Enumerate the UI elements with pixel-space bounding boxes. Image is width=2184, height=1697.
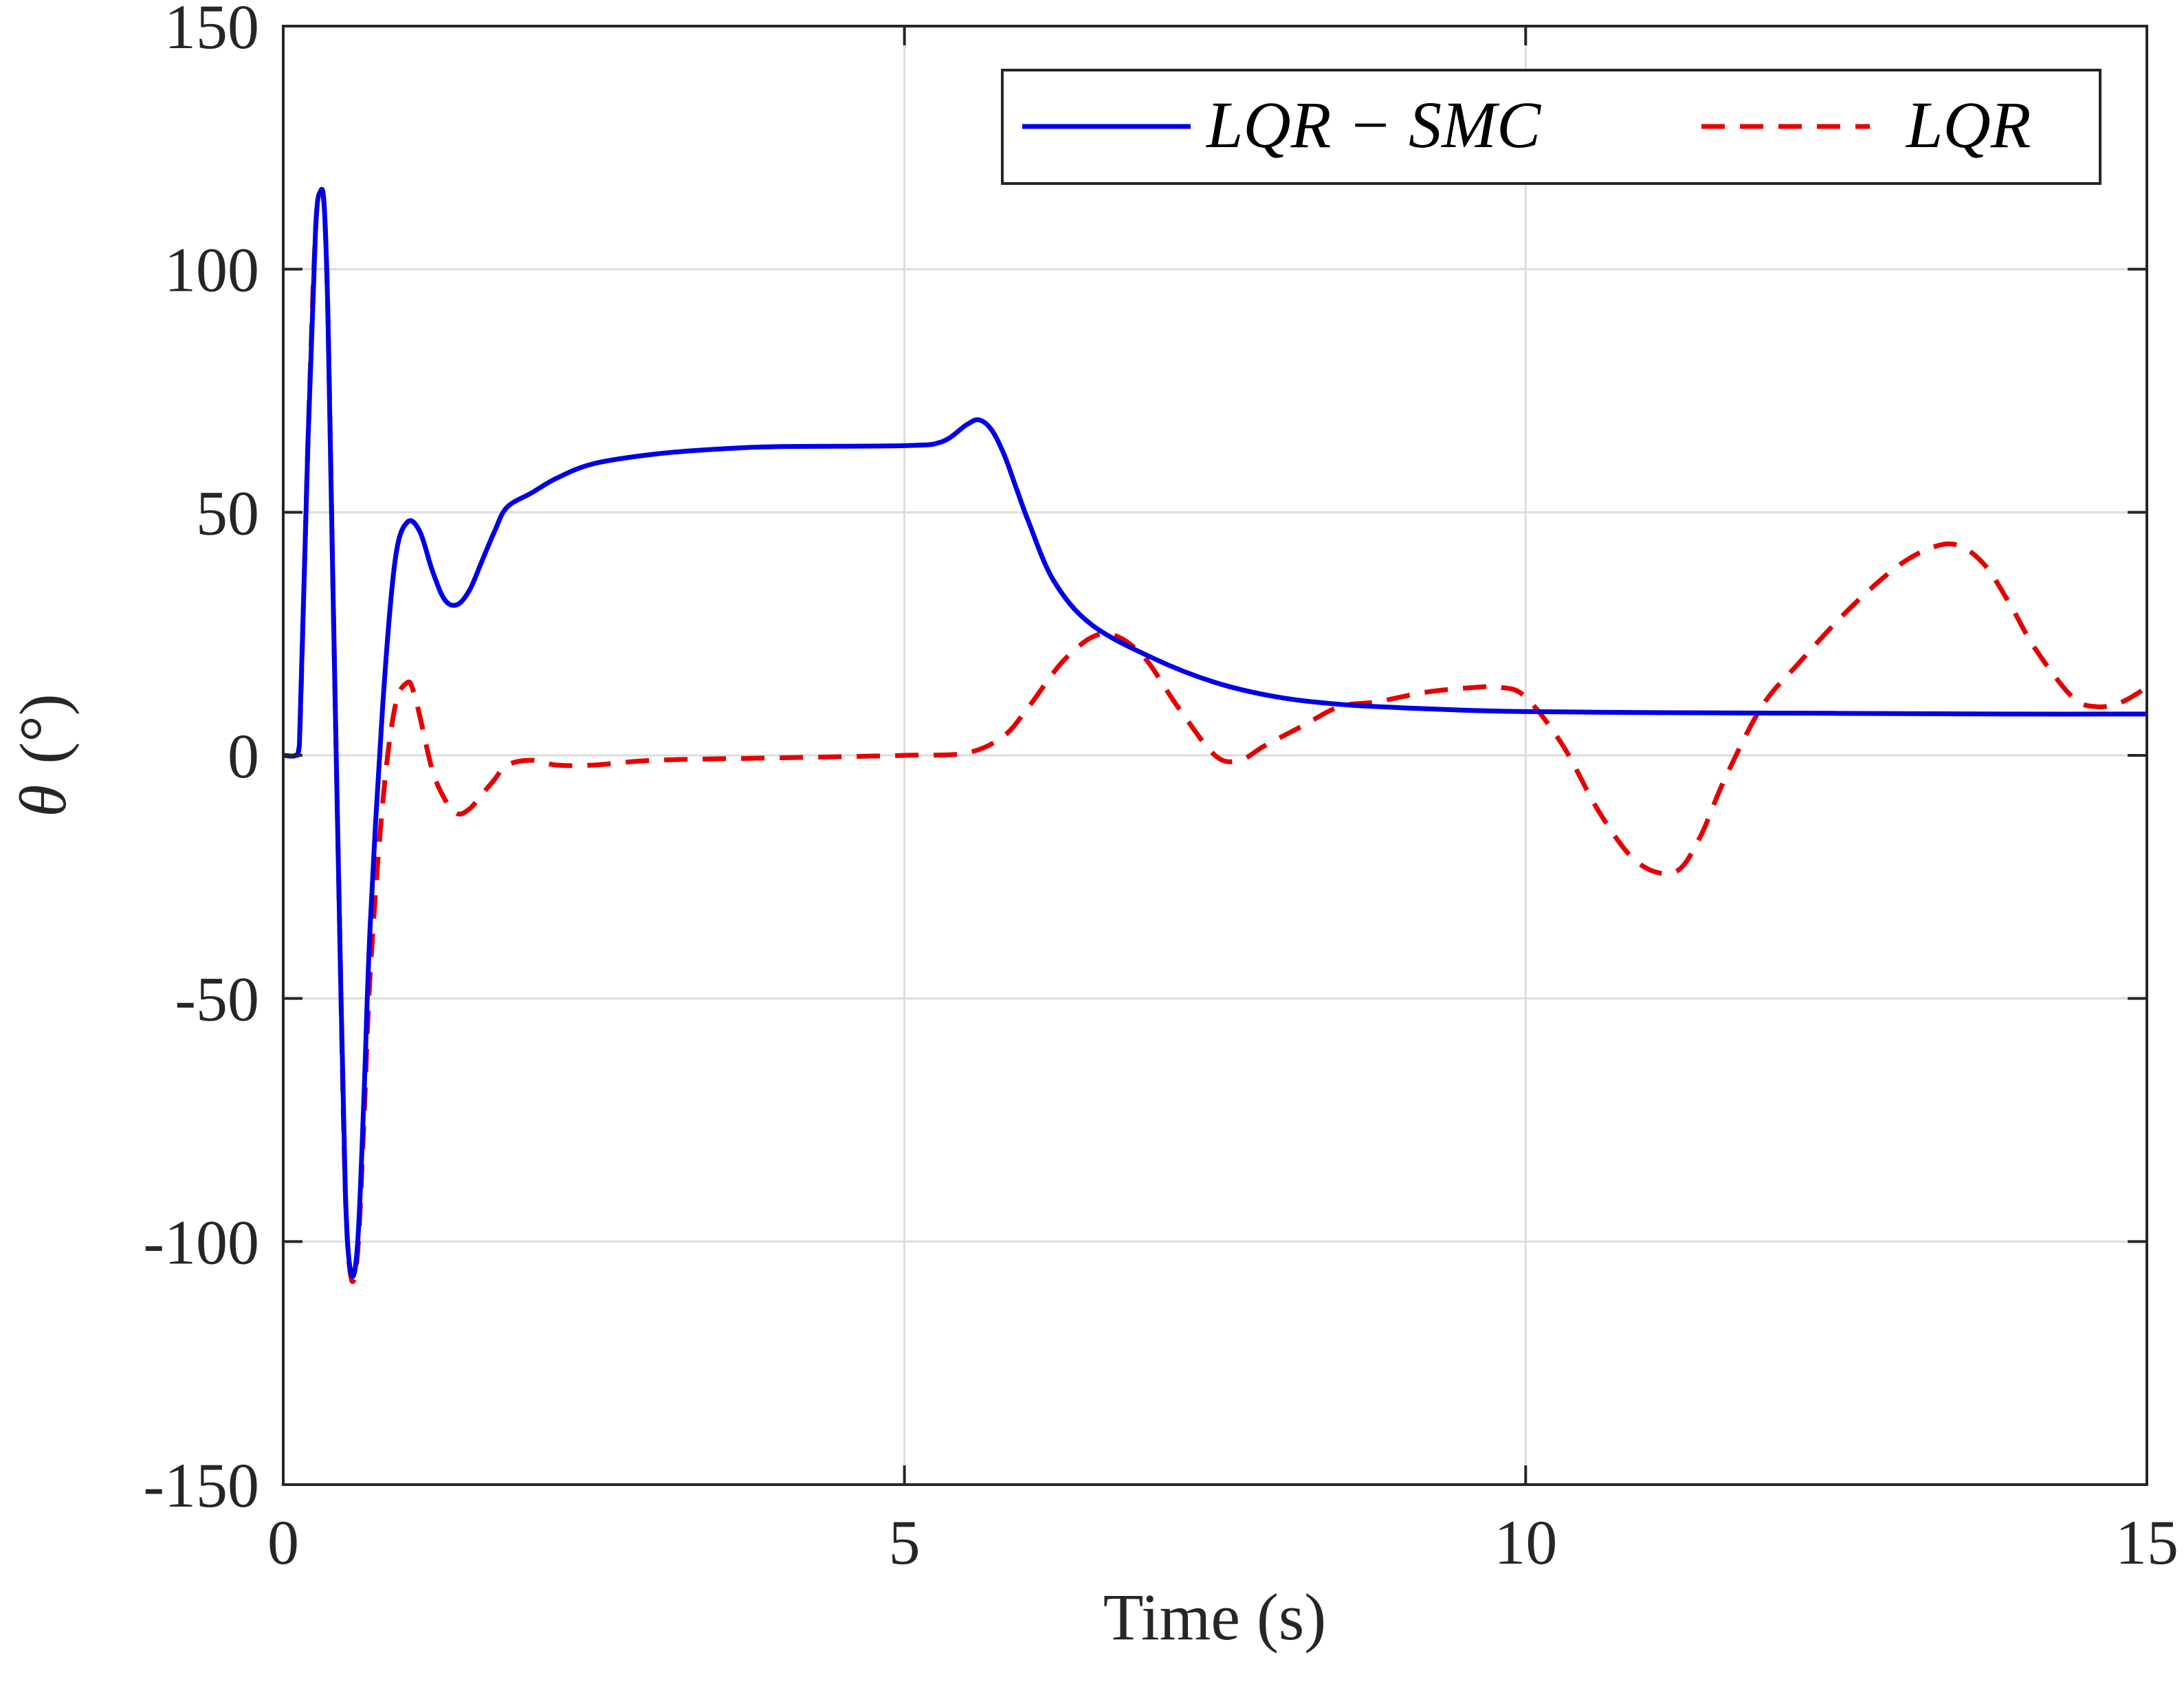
y-tick-label: 0 — [228, 721, 259, 791]
legend-label-lqr-smc: LQR − SMC — [1205, 88, 1541, 162]
y-axis-symbol: θ — [6, 785, 80, 817]
y-axis-title-text: θ (°) — [6, 694, 80, 817]
x-tick-label: 5 — [889, 1507, 920, 1577]
y-tick-labels: -150 -100 -50 0 50 100 150 — [143, 0, 259, 1520]
y-tick-label: -50 — [175, 964, 259, 1034]
x-tick-labels: 0 5 10 15 — [267, 1507, 2179, 1577]
y-tick-label: -150 — [143, 1450, 259, 1520]
y-axis-unit: (°) — [6, 694, 80, 764]
legend-label-lqr: LQR — [1905, 88, 2031, 162]
legend: LQR − SMC LQR — [1001, 69, 2102, 185]
y-axis-title: θ (°) — [6, 694, 80, 817]
x-tick-label: 15 — [2115, 1507, 2179, 1577]
series-line-lqr-smc — [283, 186, 2148, 1279]
axis-ticks — [282, 25, 2148, 1486]
series-lines — [283, 186, 2148, 1284]
y-tick-label: -100 — [143, 1207, 259, 1277]
y-tick-label: 50 — [196, 478, 259, 548]
x-tick-label: 10 — [1494, 1507, 1557, 1577]
x-tick-label: 0 — [267, 1507, 299, 1577]
x-axis-title: Time (s) — [1103, 1580, 1327, 1654]
y-tick-label: 150 — [164, 0, 259, 62]
y-tick-label: 100 — [164, 235, 259, 305]
